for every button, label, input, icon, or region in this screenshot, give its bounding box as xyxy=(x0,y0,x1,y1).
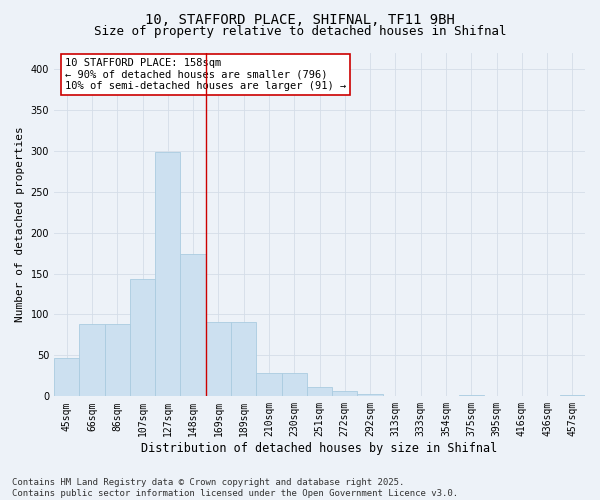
Bar xyxy=(256,372,281,396)
Bar xyxy=(206,322,231,396)
Bar xyxy=(307,388,332,396)
Bar xyxy=(332,390,358,396)
Bar xyxy=(358,394,383,396)
Text: Contains HM Land Registry data © Crown copyright and database right 2025.
Contai: Contains HM Land Registry data © Crown c… xyxy=(12,478,458,498)
Bar xyxy=(231,322,256,396)
X-axis label: Distribution of detached houses by size in Shifnal: Distribution of detached houses by size … xyxy=(142,442,497,455)
Y-axis label: Number of detached properties: Number of detached properties xyxy=(15,126,25,322)
Bar xyxy=(560,394,585,396)
Bar xyxy=(181,254,206,396)
Bar xyxy=(104,324,130,396)
Bar xyxy=(130,280,155,396)
Bar xyxy=(281,372,307,396)
Bar xyxy=(458,394,484,396)
Bar xyxy=(79,324,104,396)
Text: 10, STAFFORD PLACE, SHIFNAL, TF11 9BH: 10, STAFFORD PLACE, SHIFNAL, TF11 9BH xyxy=(145,12,455,26)
Bar xyxy=(54,358,79,397)
Text: 10 STAFFORD PLACE: 158sqm
← 90% of detached houses are smaller (796)
10% of semi: 10 STAFFORD PLACE: 158sqm ← 90% of detac… xyxy=(65,58,346,91)
Bar xyxy=(155,152,181,396)
Text: Size of property relative to detached houses in Shifnal: Size of property relative to detached ho… xyxy=(94,25,506,38)
